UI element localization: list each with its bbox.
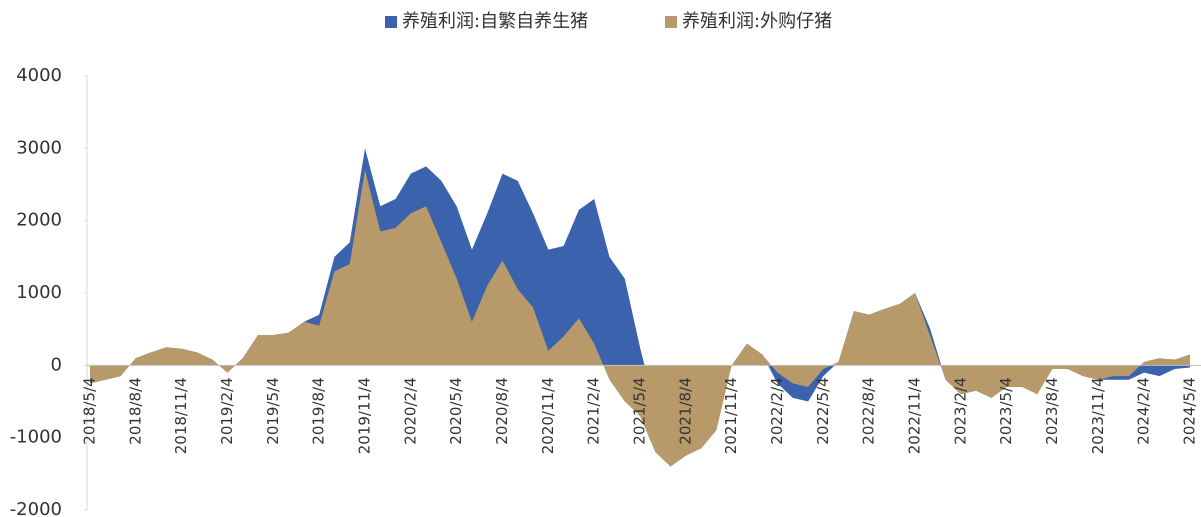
x-tick-label: 2021/11/4 [722, 377, 740, 454]
x-tick-label: 2024/5/4 [1181, 377, 1199, 444]
x-tick-label: 2023/11/4 [1089, 377, 1107, 454]
x-tick-label: 2023/2/4 [951, 377, 969, 444]
x-tick-label: 2022/8/4 [860, 377, 878, 444]
legend-label: 养殖利润:外购仔猪 [682, 10, 832, 32]
x-tick-label: 2020/5/4 [447, 377, 465, 444]
x-tick-label: 2020/2/4 [401, 377, 419, 444]
x-tick-label: 2021/2/4 [585, 377, 603, 444]
legend-label: 养殖利润:自繁自养生猪 [402, 10, 588, 32]
y-tick-label: 1000 [16, 282, 62, 303]
x-tick-label: 2018/11/4 [172, 377, 190, 454]
x-tick-label: 2021/8/4 [676, 377, 694, 444]
y-tick-label: -2000 [10, 499, 62, 517]
x-tick-label: 2023/5/4 [997, 377, 1015, 444]
x-tick-label: 2024/2/4 [1135, 377, 1153, 444]
x-tick-label: 2020/8/4 [493, 377, 511, 444]
y-tick-label: -1000 [10, 427, 62, 448]
x-tick-label: 2020/11/4 [539, 377, 557, 454]
x-tick-label: 2022/11/4 [906, 377, 924, 454]
x-tick-label: 2019/8/4 [310, 377, 328, 444]
x-tick-label: 2021/5/4 [631, 377, 649, 444]
y-tick-label: 3000 [16, 137, 62, 158]
x-tick-label: 2018/5/4 [81, 377, 99, 444]
x-tick-label: 2022/2/4 [768, 377, 786, 444]
x-tick-label: 2019/11/4 [356, 377, 374, 454]
legend-swatch [665, 16, 677, 28]
y-tick-label: 2000 [16, 210, 62, 231]
legend-swatch [385, 16, 397, 28]
x-tick-label: 2023/8/4 [1043, 377, 1061, 444]
x-tick-label: 2019/2/4 [218, 377, 236, 444]
y-tick-label: 4000 [16, 65, 62, 86]
x-tick-label: 2018/8/4 [126, 377, 144, 444]
x-tick-label: 2019/5/4 [264, 377, 282, 444]
area [90, 170, 1190, 467]
x-tick-label: 2022/5/4 [814, 377, 832, 444]
y-tick-label: 0 [51, 354, 62, 375]
